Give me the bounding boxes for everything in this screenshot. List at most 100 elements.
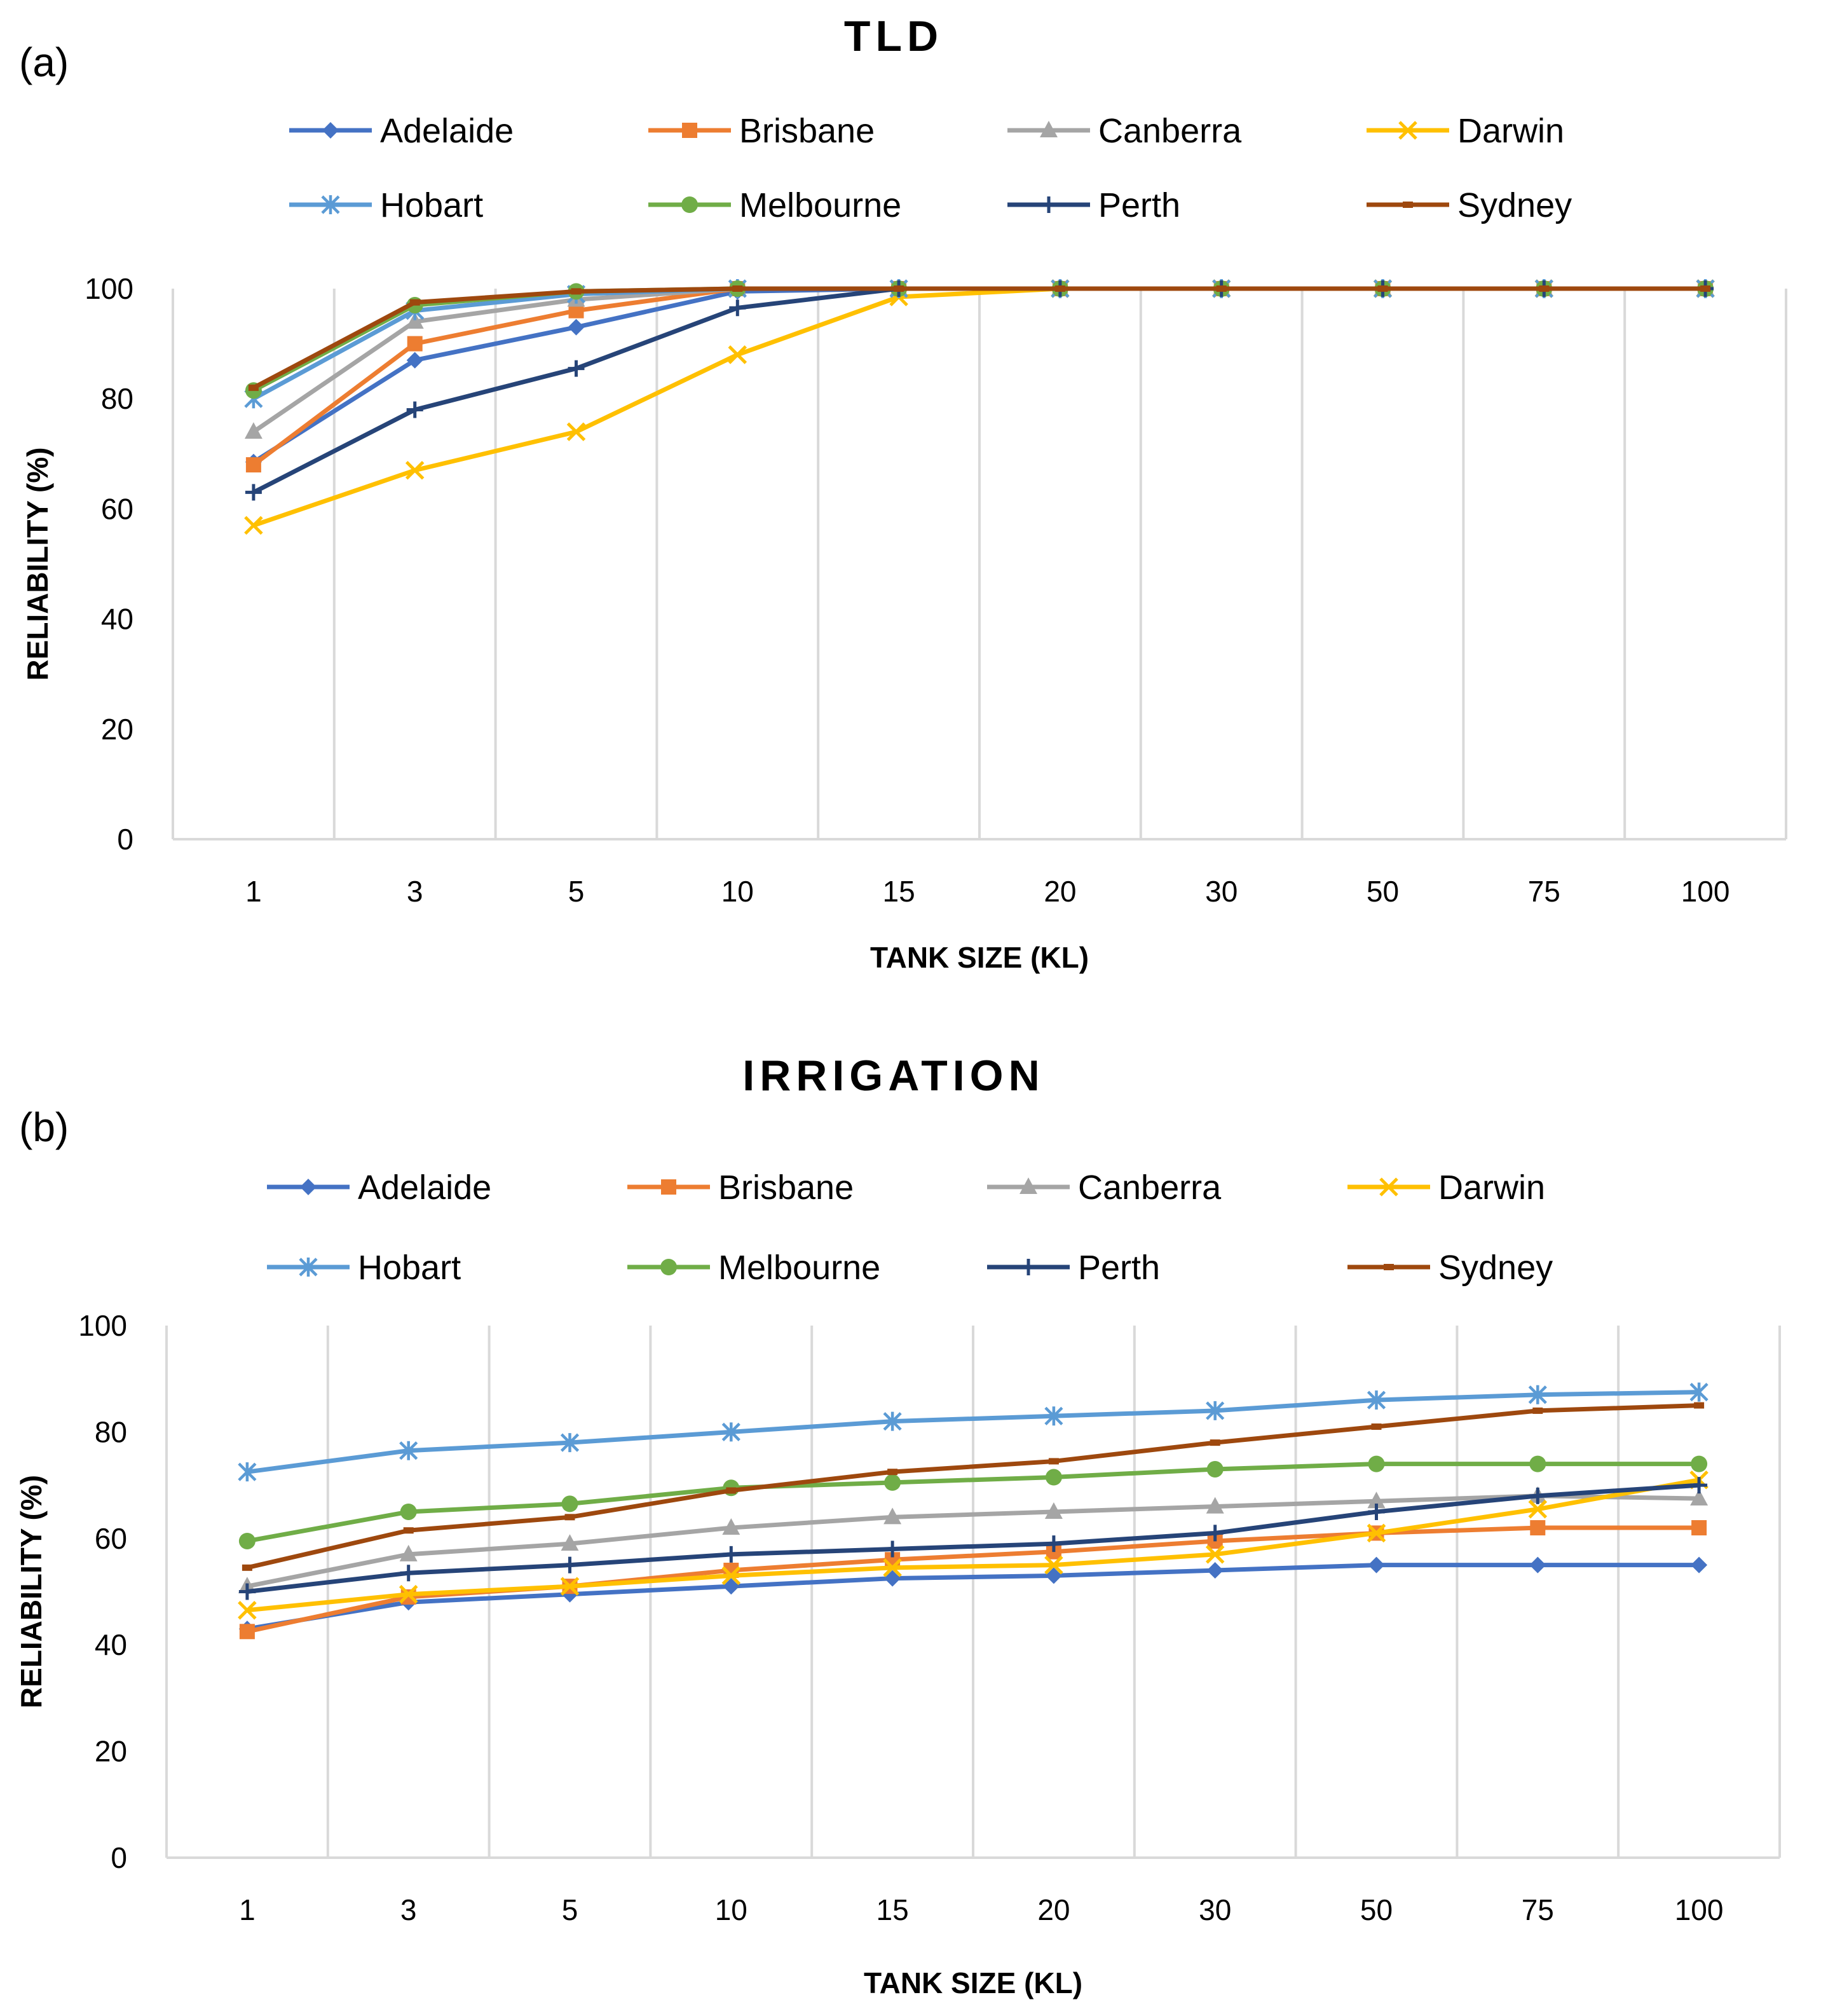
legend-label: Brisbane	[739, 112, 875, 150]
y-tick-label: 0	[111, 1841, 127, 1874]
data-point	[728, 345, 747, 364]
data-point	[244, 422, 263, 439]
data-point	[1367, 1390, 1386, 1410]
data-point	[560, 1577, 580, 1596]
legend-item-brisbane: Brisbane	[648, 112, 875, 150]
legend-label: Brisbane	[718, 1169, 854, 1207]
legend-marker	[1398, 121, 1417, 140]
legend-marker	[1040, 196, 1057, 213]
legend-marker	[682, 123, 697, 138]
data-point	[1206, 1525, 1224, 1542]
data-point	[242, 1564, 252, 1571]
data-point	[883, 1558, 902, 1577]
series-line	[245, 1390, 1702, 1474]
data-point	[1691, 1520, 1707, 1536]
y-tick-label: 100	[85, 272, 133, 305]
data-point	[564, 1514, 575, 1521]
x-tick-label: 30	[1205, 875, 1238, 908]
legend-marker	[1040, 121, 1058, 137]
data-point	[1371, 1423, 1382, 1430]
data-point	[566, 422, 586, 441]
gridlines	[165, 1326, 1781, 1858]
legend-item-perth: Perth	[987, 1249, 1160, 1287]
data-point	[1044, 1406, 1063, 1426]
legend-marker	[299, 1258, 318, 1277]
data-point	[407, 336, 423, 352]
series-line	[245, 1462, 1702, 1544]
data-point	[571, 288, 582, 295]
legend-marker	[321, 195, 340, 214]
data-point	[1368, 1503, 1385, 1520]
legend-item-canberra: Canberra	[1007, 112, 1242, 150]
y-tick-label: 0	[117, 823, 133, 856]
data-point	[239, 1624, 255, 1640]
legend-label: Canberra	[1078, 1169, 1222, 1207]
data-point	[732, 285, 743, 292]
data-point	[561, 1556, 578, 1574]
x-tick-label: 10	[715, 1893, 747, 1926]
x-tick-label: 5	[562, 1893, 578, 1926]
data-point	[238, 1532, 256, 1549]
data-point	[248, 384, 259, 391]
x-tick-label: 10	[721, 875, 754, 908]
data-point	[729, 299, 746, 317]
data-point	[1539, 285, 1550, 292]
y-tick-label: 20	[101, 713, 133, 746]
x-tick-label: 50	[1360, 1893, 1393, 1926]
data-point	[245, 457, 261, 473]
y-tick-label: 80	[95, 1415, 127, 1448]
legend-marker	[300, 1179, 317, 1195]
data-point	[1377, 285, 1388, 292]
data-point	[1044, 1502, 1063, 1519]
data-point	[1054, 285, 1065, 292]
x-tick-label: 3	[407, 875, 423, 908]
x-tick-label: 50	[1367, 875, 1399, 908]
panel-label: (a)	[19, 39, 69, 85]
legend-label: Melbourne	[718, 1249, 880, 1287]
data-point	[568, 319, 585, 336]
x-tick-label: 15	[883, 875, 915, 908]
x-tick-label: 20	[1037, 1893, 1070, 1926]
data-point	[1206, 1460, 1224, 1478]
legend-label: Hobart	[380, 186, 483, 224]
data-point	[568, 360, 585, 377]
legend-label: Perth	[1078, 1249, 1160, 1287]
data-point	[1206, 1497, 1224, 1514]
x-axis-title: TANK SIZE (KL)	[864, 1966, 1082, 1999]
data-point	[1216, 285, 1227, 292]
series-line	[251, 286, 1708, 390]
chart-panel-b: (b) IRRIGATION 0 20 40 60 80 100 1 3 5 10 15 20 30 50 75…	[15, 1052, 1781, 1999]
x-tick-label: 1	[239, 1893, 256, 1926]
legend-label: Sydney	[1457, 186, 1572, 224]
data-point	[1689, 1382, 1708, 1402]
data-point	[1694, 1402, 1705, 1409]
legend-marker	[1020, 1177, 1037, 1194]
data-point	[884, 1570, 901, 1587]
legend-label: Perth	[1098, 186, 1180, 224]
data-point	[723, 1546, 740, 1563]
data-point	[1210, 1439, 1220, 1446]
data-point	[722, 1518, 740, 1535]
data-point	[1691, 1455, 1708, 1472]
legend-marker	[1020, 1259, 1037, 1275]
data-point	[406, 401, 423, 418]
data-point	[1532, 1407, 1543, 1414]
data-point	[723, 1578, 740, 1595]
data-point	[1530, 1520, 1546, 1536]
series-line	[245, 1403, 1702, 1570]
x-tick-label: 100	[1681, 875, 1730, 908]
data-point	[1206, 1401, 1225, 1420]
data-point	[1529, 1556, 1546, 1574]
data-point	[406, 312, 424, 329]
data-point	[1044, 1555, 1063, 1575]
data-point	[399, 1544, 418, 1561]
data-point	[721, 1422, 740, 1442]
chart-title: TLD	[844, 12, 943, 60]
legend-item-hobart: Hobart	[289, 186, 483, 224]
legend-item-hobart: Hobart	[267, 1249, 461, 1287]
data-point	[403, 1527, 414, 1534]
series-sydney	[242, 1402, 1705, 1571]
data-point	[1529, 1487, 1546, 1504]
y-axis-title: RELIABILITY (%)	[15, 1475, 48, 1708]
y-tick-label: 40	[95, 1628, 127, 1661]
